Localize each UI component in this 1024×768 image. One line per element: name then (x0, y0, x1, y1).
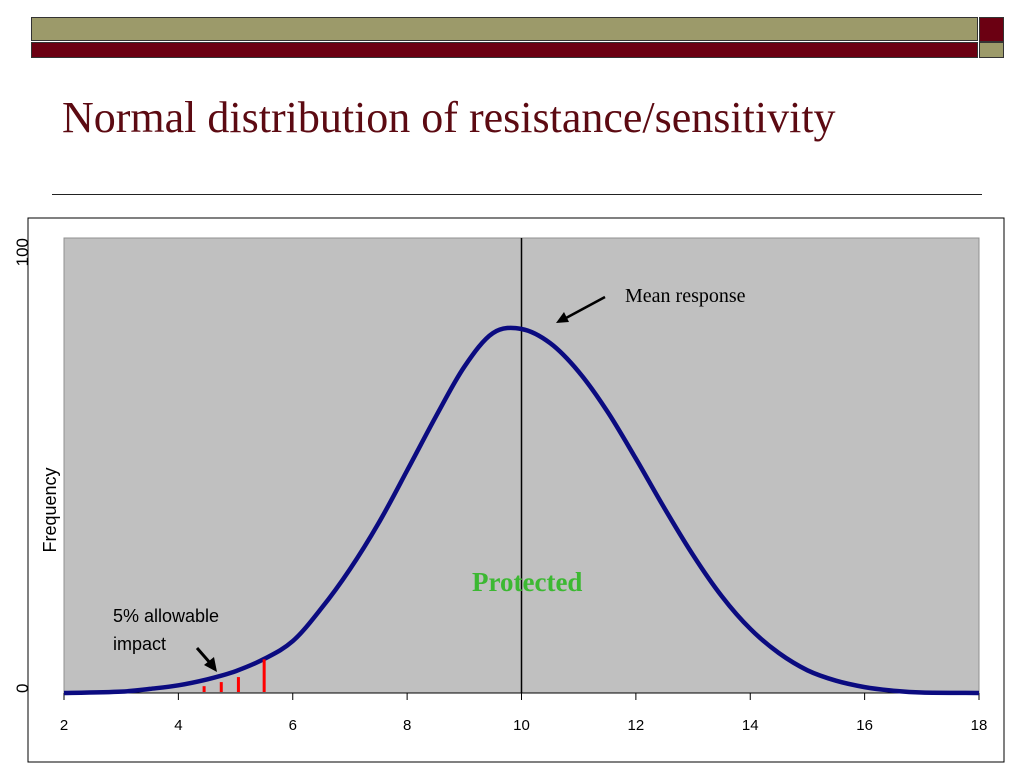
mean-response-label: Mean response (625, 285, 746, 307)
mean-arrow-shaft (565, 295, 606, 320)
x-tick-label: 16 (856, 717, 873, 734)
allowable-impact-label: 5% allowable (113, 606, 219, 626)
header-band-maroon (31, 42, 978, 58)
y-tick-label: 100 (13, 238, 32, 266)
x-tick-label: 12 (628, 717, 645, 734)
x-tick-label: 8 (403, 717, 411, 734)
distribution-curve (63, 325, 980, 696)
header-band-olive (31, 17, 978, 41)
chart-annotations: Mean response Protected 5% allowable impact (113, 285, 746, 672)
x-tick-label: 2 (60, 717, 68, 734)
x-tick-label: 14 (742, 717, 759, 734)
slide-title: Normal distribution of resistance/sensit… (62, 93, 836, 142)
y-tick-label: 0 (13, 684, 32, 693)
y-axis-label: Frequency (40, 467, 60, 552)
x-tick-label: 6 (289, 717, 297, 734)
allowable-arrow-head (204, 657, 217, 672)
title-divider (52, 194, 982, 195)
x-tick-label: 10 (513, 717, 530, 734)
header-square-olive (979, 42, 1004, 58)
chart-marks (63, 238, 980, 696)
allowable-impact-label-2: impact (113, 634, 166, 654)
protected-label: Protected (472, 567, 582, 597)
y-axis: 0 100 Frequency (13, 238, 60, 693)
x-tick-label: 18 (971, 717, 988, 734)
x-tick-label: 4 (174, 717, 182, 734)
header-square-maroon (979, 17, 1004, 42)
mean-arrow-head (556, 312, 569, 323)
